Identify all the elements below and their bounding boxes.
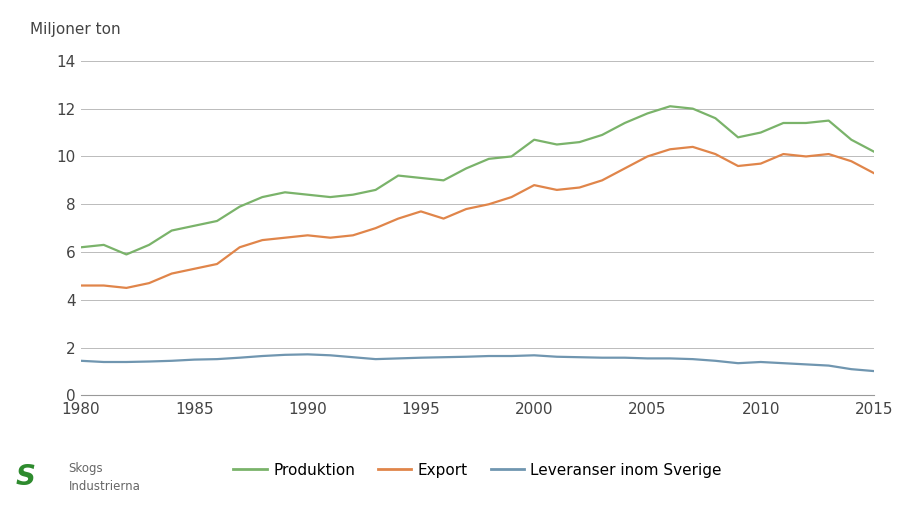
Text: S: S (15, 462, 35, 491)
Text: ●: ● (27, 458, 54, 487)
Text: Industrierna: Industrierna (68, 480, 141, 493)
Legend: Produktion, Export, Leveranser inom Sverige: Produktion, Export, Leveranser inom Sver… (227, 457, 728, 484)
Text: Miljoner ton: Miljoner ton (30, 22, 120, 38)
Text: Skogs: Skogs (68, 462, 103, 476)
